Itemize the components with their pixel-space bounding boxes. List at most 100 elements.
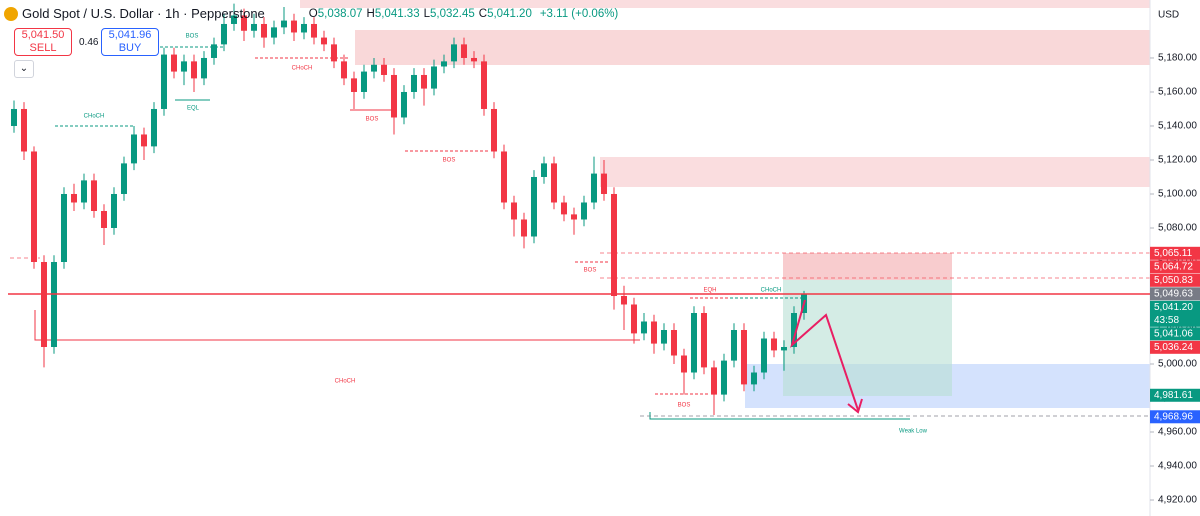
candle-body bbox=[691, 313, 697, 373]
candle-body bbox=[181, 61, 187, 72]
candle-body bbox=[441, 61, 447, 67]
candle-body bbox=[501, 151, 507, 203]
candle-body bbox=[631, 304, 637, 334]
supply-zone bbox=[600, 157, 1150, 187]
price-label-bg bbox=[1150, 287, 1200, 301]
candle-body bbox=[191, 61, 197, 79]
candle-body bbox=[31, 151, 37, 262]
candles bbox=[11, 3, 807, 416]
annotation: BOS bbox=[443, 158, 456, 164]
candle-body bbox=[281, 20, 287, 28]
supply-zone bbox=[355, 30, 1150, 65]
candle-body bbox=[351, 78, 357, 92]
price-label: 4,968.96 bbox=[1154, 411, 1193, 422]
collapse-button[interactable]: ⌄ bbox=[14, 60, 34, 78]
candle-body bbox=[401, 91, 407, 118]
y-tick-label: 5,000.00 bbox=[1158, 359, 1197, 370]
candle-body bbox=[241, 15, 247, 31]
candle-body bbox=[781, 347, 787, 351]
annotation: CHoCH bbox=[292, 66, 313, 72]
candle-body bbox=[431, 66, 437, 89]
candle-body bbox=[541, 163, 547, 177]
candle-body bbox=[531, 176, 537, 237]
candle-body bbox=[701, 313, 707, 368]
price-label-bg bbox=[1150, 340, 1200, 354]
candle-body bbox=[151, 108, 157, 147]
price-label-bg bbox=[1150, 260, 1200, 274]
ohlc-value: 5,038.07 bbox=[317, 7, 363, 20]
candle-body bbox=[341, 61, 347, 79]
candle-body bbox=[291, 20, 297, 33]
candle-body bbox=[731, 330, 737, 361]
candle-body bbox=[581, 202, 587, 220]
annotation: EQH bbox=[703, 288, 716, 294]
candle-body bbox=[311, 23, 317, 38]
candle-body bbox=[301, 23, 307, 33]
ohlc: O5,038.07 H5,041.33 L5,032.45 C5,041.20 bbox=[309, 8, 536, 20]
candle-body bbox=[201, 57, 207, 79]
candle-body bbox=[511, 202, 517, 220]
candle-body bbox=[371, 64, 377, 72]
annotation: BOS bbox=[678, 403, 691, 409]
spread: 0.46 bbox=[79, 37, 99, 48]
candle-body bbox=[491, 108, 497, 152]
y-tick-label: 4,920.00 bbox=[1158, 495, 1197, 506]
candle-body bbox=[481, 61, 487, 109]
price-label-bg bbox=[1150, 410, 1200, 424]
candle-body bbox=[141, 134, 147, 147]
candle-body bbox=[551, 163, 557, 203]
candle-body bbox=[461, 44, 467, 58]
price-label: 5,049.63 bbox=[1154, 288, 1193, 299]
candle-body bbox=[51, 261, 57, 348]
y-tick-label: 5,140.00 bbox=[1158, 121, 1197, 132]
y-tick-label: 5,120.00 bbox=[1158, 155, 1197, 166]
annotation: CHoCH bbox=[335, 379, 356, 385]
candle-body bbox=[261, 23, 267, 38]
price-label-bg bbox=[1150, 246, 1200, 260]
price-label-bg bbox=[1150, 388, 1200, 402]
candle-body bbox=[471, 57, 477, 62]
structure-line bbox=[649, 412, 910, 420]
ohlc-value: 5,041.33 bbox=[374, 7, 420, 20]
candle-body bbox=[771, 338, 777, 351]
candle-body bbox=[211, 44, 217, 58]
candle-body bbox=[81, 180, 87, 203]
candle-body bbox=[561, 202, 567, 215]
structure-line bbox=[34, 310, 640, 341]
buy-button[interactable]: 5,041.96 BUY bbox=[101, 28, 159, 56]
candle-body bbox=[711, 367, 717, 395]
candle-body bbox=[521, 219, 527, 237]
arrow-path bbox=[790, 299, 859, 411]
candle-body bbox=[741, 330, 747, 385]
candle-body bbox=[361, 71, 367, 92]
buy-price: 5,041.96 bbox=[108, 29, 152, 41]
candle-body bbox=[791, 313, 797, 348]
symbol-icon bbox=[4, 6, 18, 21]
symbol-title: Gold Spot / U.S. Dollar · 1h · Peppersto… bbox=[22, 6, 265, 21]
currency: USD bbox=[1158, 10, 1179, 21]
candle-body bbox=[231, 15, 237, 24]
candle-body bbox=[271, 27, 277, 38]
arrow-head bbox=[847, 398, 863, 414]
buy-label: BUY bbox=[118, 42, 142, 54]
ohlc-key: H bbox=[366, 7, 375, 20]
candle-body bbox=[91, 180, 97, 211]
candle-body bbox=[41, 261, 47, 348]
price-label: 5,065.11 bbox=[1154, 248, 1193, 259]
price-label: 5,050.83 bbox=[1154, 275, 1193, 286]
candle-body bbox=[621, 295, 627, 305]
candle-body bbox=[121, 163, 127, 194]
candle-body bbox=[681, 355, 687, 373]
candle-body bbox=[251, 23, 257, 31]
annotation: Weak Low bbox=[899, 429, 928, 435]
price-label-bg bbox=[1150, 327, 1200, 341]
annotation: BOS bbox=[584, 268, 597, 274]
sell-button[interactable]: 5,041.50 SELL bbox=[14, 28, 72, 56]
candle-body bbox=[171, 54, 177, 72]
ohlc-value: 5,032.45 bbox=[430, 7, 475, 20]
candle-body bbox=[381, 64, 387, 75]
candle-body bbox=[61, 193, 67, 262]
price-label: 5,064.72 bbox=[1154, 261, 1193, 272]
candle-body bbox=[391, 74, 397, 118]
